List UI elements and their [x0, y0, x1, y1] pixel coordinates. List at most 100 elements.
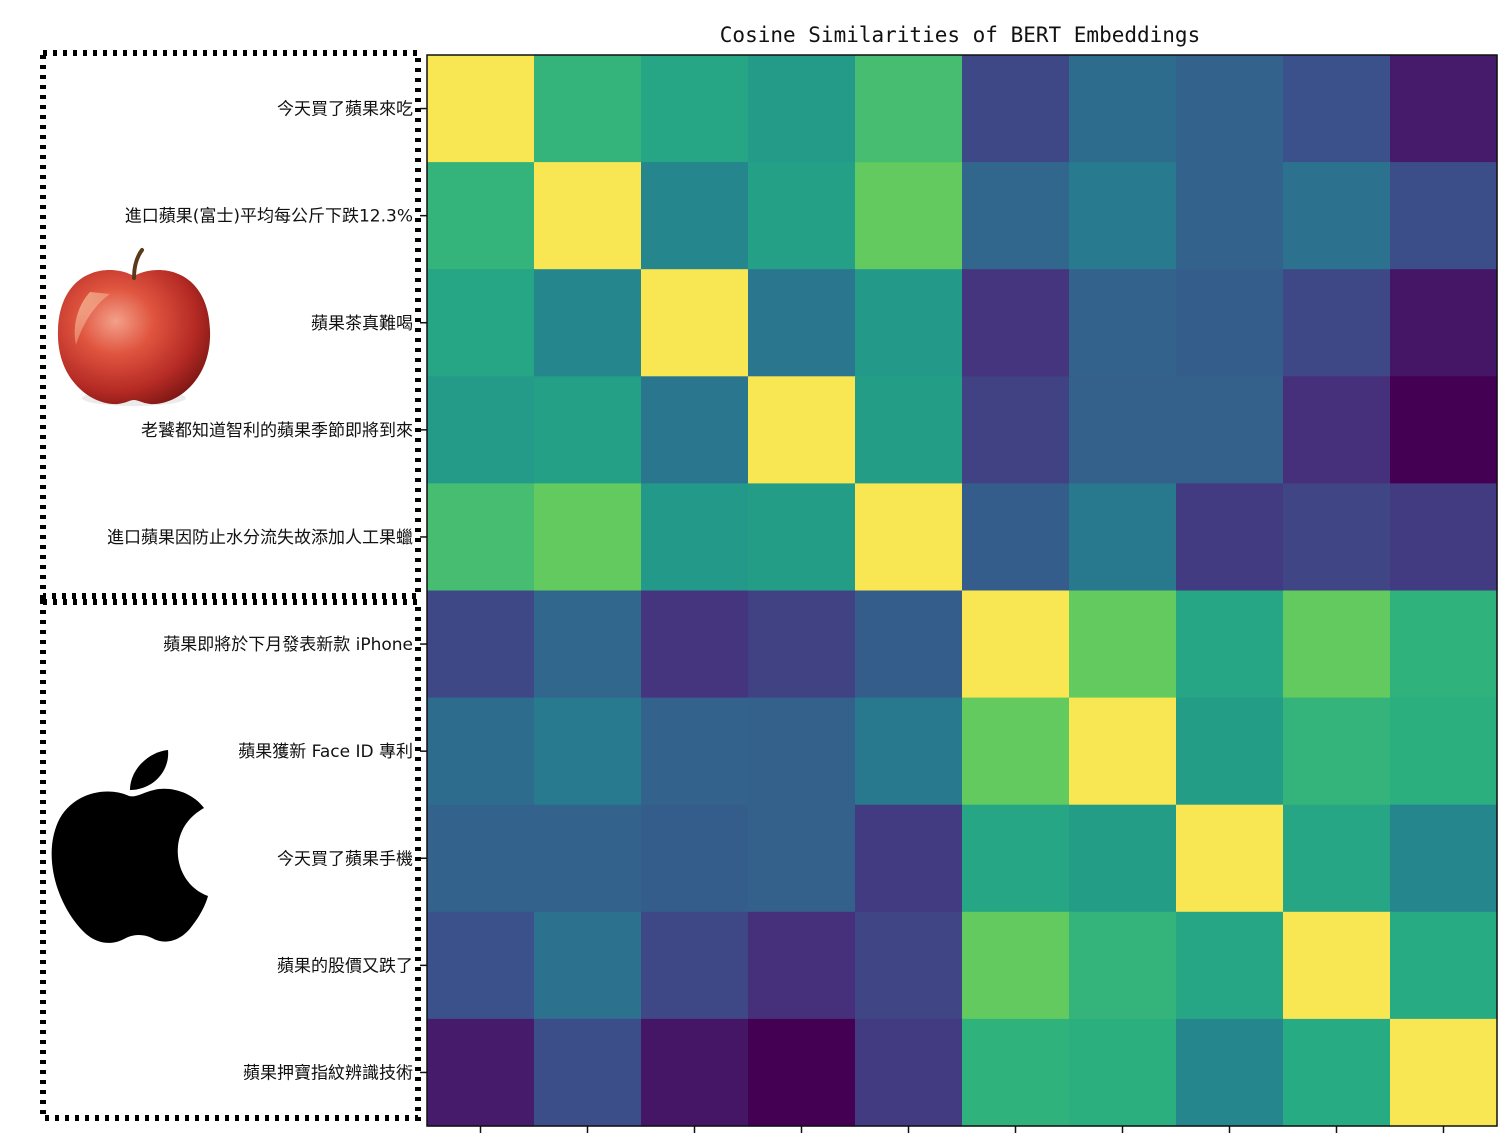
- y-tick-label: 老饕都知道智利的蘋果季節即將到來: [141, 421, 413, 441]
- heatmap-cell-r1-c7: [1176, 162, 1284, 270]
- y-tick-label: 蘋果茶真難喝: [311, 314, 413, 334]
- heatmap-cell-r5-c7: [1176, 590, 1284, 699]
- heatmap-cell-r0-c5: [962, 55, 1070, 163]
- heatmap-cell-r1-c9: [1390, 162, 1498, 270]
- heatmap-cell-r6-c4: [855, 697, 963, 806]
- heatmap-cell-r1-c1: [534, 162, 642, 270]
- heatmap-cell-r4-c6: [1069, 483, 1177, 592]
- heatmap-cell-r0-c0: [427, 55, 535, 163]
- heatmap-cell-r9-c5: [962, 1018, 1070, 1127]
- y-tick-label: 今天買了蘋果手機: [277, 849, 413, 869]
- heatmap-cell-r2-c2: [641, 269, 749, 377]
- heatmap-cell-r7-c7: [1176, 804, 1284, 913]
- heatmap-cell-r3-c6: [1069, 376, 1177, 484]
- heatmap-cell-r2-c6: [1069, 269, 1177, 377]
- heatmap-cell-r2-c7: [1176, 269, 1284, 377]
- heatmap-cell-r3-c9: [1390, 376, 1498, 484]
- heatmap-cell-r4-c1: [534, 483, 642, 592]
- y-tick-label: 蘋果押寶指紋辨識技術: [243, 1062, 413, 1083]
- heatmap-cell-r1-c4: [855, 162, 963, 270]
- heatmap-cell-r0-c1: [534, 55, 642, 163]
- heatmap-cell-r3-c5: [962, 376, 1070, 484]
- heatmap-cell-r1-c5: [962, 162, 1070, 270]
- heatmap-cell-r4-c5: [962, 483, 1070, 592]
- heatmap-cell-r5-c6: [1069, 590, 1177, 699]
- y-tick-label: 蘋果的股價又跌了: [277, 956, 413, 976]
- heatmap-cell-r2-c4: [855, 269, 963, 377]
- heatmap-cell-r4-c7: [1176, 483, 1284, 592]
- y-tick-label: 進口蘋果(富士)平均每公斤下跌12.3%: [125, 207, 413, 227]
- heatmap-cell-r9-c8: [1283, 1018, 1391, 1127]
- heatmap-cell-r9-c4: [855, 1018, 963, 1127]
- heatmap-cell-r4-c3: [748, 483, 856, 592]
- heatmap-cell-r7-c0: [427, 804, 535, 913]
- heatmap-cell-r5-c4: [855, 590, 963, 699]
- heatmap-cell-r3-c4: [855, 376, 963, 484]
- heatmap-cell-r0-c3: [748, 55, 856, 163]
- heatmap-cell-r7-c1: [534, 804, 642, 913]
- heatmap-cell-r7-c5: [962, 804, 1070, 913]
- heatmap-cell-r5-c3: [748, 590, 856, 699]
- heatmap-cell-r8-c3: [748, 911, 856, 1020]
- heatmap-cell-r9-c2: [641, 1018, 749, 1127]
- red-apple-fruit-icon: [57, 248, 211, 406]
- heatmap-cell-r8-c5: [962, 911, 1070, 1020]
- heatmap-cell-r1-c8: [1283, 162, 1391, 270]
- heatmap-cell-r1-c0: [427, 162, 535, 270]
- heatmap-cells: [427, 55, 1498, 1127]
- heatmap-cell-r2-c8: [1283, 269, 1391, 377]
- heatmap-cell-r6-c5: [962, 697, 1070, 806]
- heatmap-cell-r6-c3: [748, 697, 856, 806]
- y-tick-label: 蘋果獲新 Face ID 專利: [238, 742, 413, 762]
- heatmap-cell-r7-c9: [1390, 804, 1498, 913]
- heatmap-cell-r9-c0: [427, 1018, 535, 1127]
- heatmap-cell-r0-c8: [1283, 55, 1391, 163]
- chart-title: Cosine Similarities of BERT Embeddings: [720, 23, 1200, 47]
- heatmap-cell-r0-c9: [1390, 55, 1498, 163]
- heatmap-cell-r8-c4: [855, 911, 963, 1020]
- heatmap-cell-r5-c0: [427, 590, 535, 699]
- heatmap-cell-r2-c3: [748, 269, 856, 377]
- heatmap-cell-r9-c3: [748, 1018, 856, 1127]
- heatmap-cell-r0-c2: [641, 55, 749, 163]
- heatmap-cell-r7-c3: [748, 804, 856, 913]
- heatmap-cell-r8-c2: [641, 911, 749, 1020]
- heatmap-cell-r8-c1: [534, 911, 642, 1020]
- heatmap-cell-r0-c4: [855, 55, 963, 163]
- heatmap-cell-r5-c2: [641, 590, 749, 699]
- y-tick-label: 蘋果即將於下月發表新款 iPhone: [163, 635, 413, 655]
- heatmap-cell-r3-c7: [1176, 376, 1284, 484]
- heatmap-cell-r4-c8: [1283, 483, 1391, 592]
- heatmap-cell-r4-c0: [427, 483, 535, 592]
- heatmap-cell-r6-c0: [427, 697, 535, 806]
- heatmap-cell-r2-c1: [534, 269, 642, 377]
- heatmap-cell-r4-c4: [855, 483, 963, 592]
- y-tick-marks: [420, 107, 427, 1074]
- company-group-box: [40, 599, 421, 1121]
- heatmap-cell-r8-c8: [1283, 911, 1391, 1020]
- heatmap-cell-r6-c1: [534, 697, 642, 806]
- heatmap-cell-r9-c9: [1390, 1018, 1498, 1127]
- plot-frame: [426, 54, 1498, 1127]
- heatmap-cell-r7-c6: [1069, 804, 1177, 913]
- y-tick-label: 進口蘋果因防止水分流失故添加人工果蠟: [107, 528, 413, 548]
- heatmap-cell-r9-c6: [1069, 1018, 1177, 1127]
- heatmap-cell-r8-c0: [427, 911, 535, 1020]
- heatmap-cell-r3-c2: [641, 376, 749, 484]
- heatmap-cell-r0-c7: [1176, 55, 1284, 163]
- heatmap-cell-r6-c2: [641, 697, 749, 806]
- heatmap-cell-r6-c9: [1390, 697, 1498, 806]
- heatmap-cell-r8-c9: [1390, 911, 1498, 1020]
- apple-logo-icon: [51, 750, 208, 943]
- heatmap-cell-r4-c9: [1390, 483, 1498, 592]
- y-tick-label: 今天買了蘋果來吃: [277, 100, 413, 120]
- heatmap-cell-r1-c6: [1069, 162, 1177, 270]
- heatmap-cell-r0-c6: [1069, 55, 1177, 163]
- heatmap-cell-r6-c6: [1069, 697, 1177, 806]
- heatmap-cell-r4-c2: [641, 483, 749, 592]
- heatmap-cell-r5-c9: [1390, 590, 1498, 699]
- heatmap-cell-r7-c4: [855, 804, 963, 913]
- heatmap-cell-r6-c8: [1283, 697, 1391, 806]
